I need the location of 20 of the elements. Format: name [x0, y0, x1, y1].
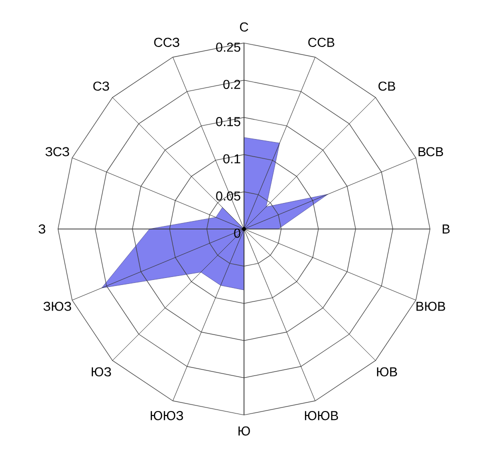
spoke-label: ССВ — [308, 38, 334, 47]
y-tick-label: 0.15 — [216, 117, 240, 126]
spoke-label: СЗ — [93, 82, 110, 91]
spoke-label: ЮЗ — [92, 367, 111, 376]
spoke-label: ВСВ — [418, 147, 444, 156]
spoke-label: Ю — [238, 426, 250, 436]
spoke-label: ЗСЗ — [45, 147, 70, 156]
spoke-label: С — [240, 22, 248, 32]
spoke-label: СВ — [378, 82, 396, 91]
spoke-label: З — [38, 224, 46, 234]
spoke-label: ВЮВ — [416, 302, 446, 311]
spoke-label: ЮЮЗ — [150, 411, 184, 420]
y-tick-label: 0.25 — [216, 42, 240, 52]
spoke-label: ЗЮЗ — [43, 302, 72, 311]
y-tick-label: 0.2 — [223, 80, 240, 89]
y-tick-label: 0.1 — [223, 154, 240, 164]
spoke-label: В — [442, 224, 450, 234]
spoke-label: ЮВ — [377, 367, 398, 376]
spoke-label: ССЗ — [154, 38, 180, 47]
spoke-label: ЮЮВ — [304, 411, 338, 420]
